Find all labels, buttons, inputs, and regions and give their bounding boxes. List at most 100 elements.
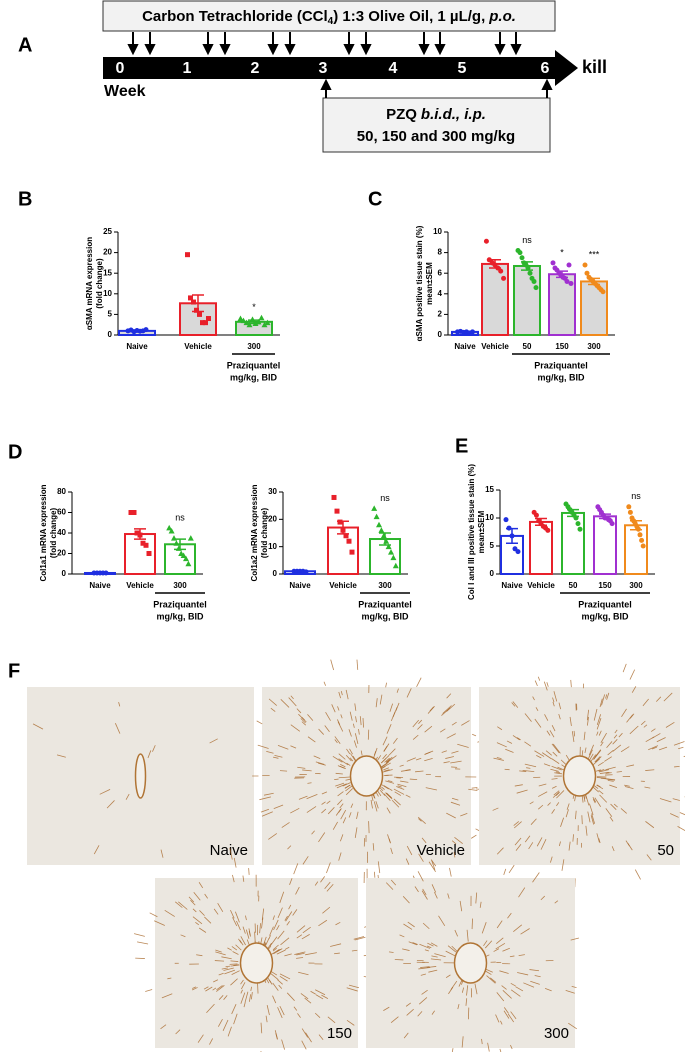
stain-fiber: [506, 740, 513, 744]
stain-fiber: [551, 758, 560, 764]
stain-fiber: [669, 813, 679, 818]
stain-fiber: [512, 701, 519, 708]
stain-fiber: [222, 1019, 229, 1032]
stain-fiber: [431, 884, 437, 893]
stain-fiber: [487, 1042, 490, 1052]
vessel: [239, 942, 274, 984]
stain-fiber: [199, 910, 205, 916]
stain-fiber: [515, 843, 522, 851]
data-point: [525, 265, 531, 271]
stain-fiber: [284, 915, 288, 921]
arrow-head: [267, 44, 279, 56]
data-point: [143, 542, 149, 548]
stain-fiber: [593, 754, 598, 760]
stain-fiber: [178, 901, 188, 910]
bar-chart: B 0 5 10 15 20 25 αSMA mRNA expression (fold cha…: [18, 188, 280, 382]
stain-fiber: [204, 916, 212, 924]
stain-fiber: [631, 686, 637, 693]
data-point: [517, 250, 523, 256]
stain-fiber: [516, 789, 528, 794]
stain-fiber: [620, 746, 630, 753]
stain-fiber: [418, 818, 422, 822]
significance: ns: [631, 491, 641, 501]
stain-fiber: [338, 758, 349, 766]
y-tick-label: 25: [103, 227, 112, 236]
stain-fiber: [346, 1019, 355, 1026]
stain-fiber: [286, 992, 295, 1001]
y-axis-label: (fold change): [49, 508, 58, 559]
stain-fiber: [526, 767, 531, 769]
stain-fiber: [481, 1038, 483, 1045]
data-point: [376, 521, 382, 528]
data-point: [609, 521, 615, 527]
stain-fiber: [659, 798, 672, 803]
stain-fiber: [235, 944, 242, 951]
stain-fiber: [430, 958, 442, 961]
y-tick-label: 15: [103, 268, 112, 277]
stain-fiber: [584, 747, 587, 753]
stain-fiber: [321, 801, 326, 805]
stain-fiber: [434, 891, 438, 899]
stain-fiber: [454, 929, 459, 937]
stain-fiber: [392, 737, 398, 744]
stain-fiber: [598, 838, 601, 844]
stain-fiber: [593, 785, 599, 789]
stain-fiber: [600, 741, 604, 747]
stain-fiber: [375, 698, 378, 708]
x-tick-label: Vehicle: [184, 342, 212, 351]
stain-fiber: [492, 807, 499, 811]
stain-fiber: [471, 787, 478, 789]
stain-fiber: [645, 821, 655, 829]
stain-fiber: [524, 835, 531, 843]
data-point: [498, 268, 504, 274]
stain-fiber: [599, 771, 609, 774]
data-point: [183, 555, 189, 562]
stain-fiber: [388, 748, 396, 756]
stain-fiber: [330, 943, 342, 947]
data-point: [584, 270, 590, 276]
stain-fiber: [446, 812, 456, 819]
stain-fiber: [300, 993, 309, 1000]
stain-fiber: [420, 973, 426, 976]
stain-fiber: [218, 995, 224, 1000]
stain-fiber: [269, 926, 274, 936]
stain-fiber: [160, 849, 164, 858]
data-point: [501, 275, 507, 281]
stain-fiber: [196, 954, 203, 957]
stain-fiber: [457, 743, 469, 748]
stain-fiber: [279, 1005, 285, 1016]
stain-fiber: [560, 759, 567, 765]
stain-fiber: [543, 763, 551, 767]
stain-fiber: [446, 733, 456, 739]
stain-fiber: [99, 788, 111, 795]
stain-fiber: [626, 764, 635, 768]
stain-fiber: [296, 957, 304, 959]
group-label: Praziquantel: [358, 599, 412, 609]
stain-fiber: [399, 764, 404, 767]
stain-fiber: [345, 788, 353, 796]
stain-fiber: [334, 952, 340, 955]
stain-fiber: [418, 967, 431, 970]
x-tick-label: Vehicle: [126, 581, 154, 590]
stain-fiber: [235, 911, 240, 923]
stain-fiber: [540, 895, 546, 901]
stain-fiber: [221, 967, 229, 970]
stain-fiber: [502, 990, 512, 999]
stain-fiber: [429, 706, 434, 712]
y-axis-label: mean±SEM: [477, 510, 486, 553]
stain-fiber: [510, 989, 521, 997]
data-point: [197, 311, 202, 317]
stain-fiber: [551, 809, 555, 814]
stain-fiber: [497, 726, 503, 731]
stain-fiber: [286, 921, 290, 926]
stain-fiber: [620, 808, 627, 814]
stain-fiber: [272, 915, 275, 921]
y-tick-label: 80: [57, 487, 66, 496]
stain-fiber: [320, 876, 326, 883]
group-label: Praziquantel: [227, 360, 281, 370]
stain-fiber: [203, 986, 209, 990]
stain-fiber: [484, 940, 493, 949]
stain-fiber: [301, 934, 310, 940]
stain-fiber: [325, 711, 331, 721]
data-point: [128, 510, 134, 515]
